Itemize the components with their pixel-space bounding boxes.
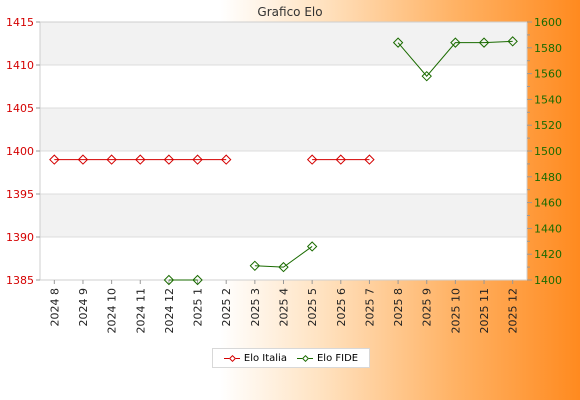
right-y-axis: 1400 1420 1440 1460 1480 1500 1520 1540 1560 1580… bbox=[527, 16, 562, 287]
data-point-elo-fide bbox=[421, 70, 432, 82]
data-point-elo-fide bbox=[478, 37, 490, 48]
legend-marker-elo-italia bbox=[223, 354, 240, 362]
left-axis-tick-label: 1395 bbox=[6, 188, 34, 201]
left-axis-tick-label: 1405 bbox=[6, 102, 34, 115]
series-line-elo-fide bbox=[254, 246, 313, 268]
legend-marker-elo-fide bbox=[296, 354, 313, 362]
data-point-elo-fide bbox=[278, 261, 289, 273]
left-axis-tick-label: 1390 bbox=[6, 231, 34, 244]
legend-item-elo-italia: Elo Italia bbox=[223, 352, 287, 364]
x-axis-tick-label: 2024 8 bbox=[48, 288, 61, 327]
right-axis-tick-label: 1520 bbox=[534, 119, 562, 132]
series-layer bbox=[49, 36, 518, 286]
right-axis-tick-label: 1420 bbox=[534, 248, 562, 261]
data-point-elo-fide bbox=[306, 241, 318, 252]
data-point-elo-fide bbox=[392, 37, 404, 48]
x-axis-tick-label: 2025 3 bbox=[249, 288, 262, 327]
plot-band bbox=[40, 194, 527, 237]
x-axis-tick-label: 2025 2 bbox=[220, 288, 233, 327]
data-point-elo-italia bbox=[77, 154, 89, 165]
plot-bands bbox=[40, 22, 527, 280]
left-axis-tick-label: 1400 bbox=[6, 145, 34, 158]
legend: Elo Italia Elo FIDE bbox=[212, 348, 370, 368]
data-point-elo-fide bbox=[192, 274, 203, 286]
data-point-elo-italia bbox=[106, 154, 117, 165]
data-point-elo-italia bbox=[364, 154, 375, 165]
plot-band bbox=[40, 151, 527, 194]
x-axis-tick-label: 2025 12 bbox=[507, 288, 520, 334]
data-point-elo-fide bbox=[507, 36, 518, 47]
right-axis-tick-label: 1440 bbox=[534, 222, 562, 235]
right-axis-tick-label: 1400 bbox=[534, 274, 562, 287]
x-axis-tick-label: 2025 11 bbox=[478, 288, 491, 334]
x-axis-tick-label: 2024 11 bbox=[134, 288, 147, 334]
x-axis-tick-label: 2025 6 bbox=[335, 288, 348, 327]
data-point-elo-italia bbox=[163, 154, 175, 165]
data-point-elo-italia bbox=[335, 154, 347, 165]
right-axis-tick-label: 1460 bbox=[534, 197, 562, 210]
data-point-elo-italia bbox=[220, 154, 232, 165]
x-axis-tick-label: 2025 10 bbox=[449, 288, 462, 334]
data-point-elo-fide bbox=[163, 274, 175, 286]
data-point-elo-italia bbox=[135, 154, 146, 165]
x-axis-tick-label: 2025 8 bbox=[392, 288, 405, 327]
right-axis-tick-label: 1600 bbox=[534, 16, 562, 29]
plot-band bbox=[40, 65, 527, 108]
series-line-elo-fide bbox=[397, 40, 513, 77]
legend-item-elo-fide: Elo FIDE bbox=[296, 352, 359, 364]
right-axis-tick-label: 1580 bbox=[534, 42, 562, 55]
x-axis-tick-label: 2025 5 bbox=[306, 288, 319, 327]
left-axis-tick-label: 1385 bbox=[6, 274, 34, 287]
plot-band bbox=[40, 237, 527, 280]
left-y-axis: 1385 1390 1395 1400 1405 1410 1415 bbox=[6, 16, 40, 287]
data-point-elo-italia bbox=[306, 154, 318, 165]
x-axis-tick-label: 2025 7 bbox=[363, 288, 376, 327]
data-point-elo-fide bbox=[450, 37, 461, 48]
right-axis-tick-label: 1500 bbox=[534, 145, 562, 158]
left-axis-tick-label: 1415 bbox=[6, 16, 34, 29]
x-axis-tick-label: 2025 9 bbox=[421, 288, 434, 327]
plot-band bbox=[40, 108, 527, 151]
right-axis-tick-label: 1540 bbox=[534, 93, 562, 106]
x-axis-tick-label: 2025 4 bbox=[278, 288, 291, 327]
data-point-elo-italia bbox=[49, 154, 60, 165]
chart-title: Grafico Elo bbox=[257, 5, 322, 19]
legend-label-elo-fide: Elo FIDE bbox=[316, 352, 359, 364]
x-axis-tick-label: 2024 10 bbox=[106, 288, 119, 334]
right-axis-tick-label: 1560 bbox=[534, 68, 562, 81]
data-point-elo-fide bbox=[249, 260, 261, 272]
x-axis-tick-label: 2025 1 bbox=[192, 288, 205, 327]
x-axis-tick-label: 2024 9 bbox=[77, 288, 90, 327]
x-axis-tick-label: 2024 12 bbox=[163, 288, 176, 334]
right-axis-tick-label: 1480 bbox=[534, 171, 562, 184]
left-axis-tick-label: 1410 bbox=[6, 59, 34, 72]
plot-band bbox=[40, 22, 527, 65]
legend-label-elo-italia: Elo Italia bbox=[243, 352, 287, 364]
data-point-elo-italia bbox=[192, 154, 203, 165]
